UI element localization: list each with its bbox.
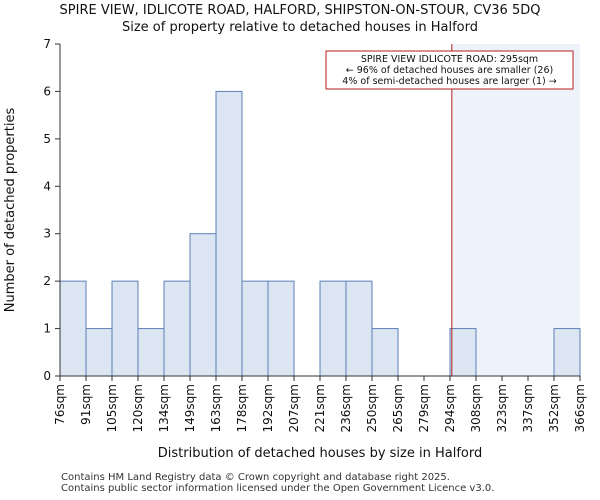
y-axis-label: Number of detached properties <box>3 108 18 313</box>
x-tick-label: 120sqm <box>131 384 145 432</box>
annotation-line-3: 4% of semi-detached houses are larger (1… <box>342 76 556 87</box>
x-tick-label: 294sqm <box>443 384 457 432</box>
y-tick-label: 1 <box>43 322 51 336</box>
x-tick-label: 105sqm <box>105 384 119 432</box>
x-tick-label: 337sqm <box>521 384 535 432</box>
x-tick-label: 76sqm <box>53 384 67 425</box>
annotation-box: SPIRE VIEW IDLICOTE ROAD: 295sqm ← 96% o… <box>325 50 574 90</box>
x-tick-label: 279sqm <box>417 384 431 432</box>
footer-line-2: Contains public sector information licen… <box>61 483 495 494</box>
x-tick-label: 192sqm <box>261 384 275 432</box>
bar-192sqm <box>267 280 295 377</box>
bar-120sqm <box>137 328 165 377</box>
bar-149sqm <box>189 233 217 377</box>
x-tick-label: 265sqm <box>391 384 405 432</box>
chart-subtitle: Size of property relative to detached ho… <box>122 20 478 35</box>
bar-105sqm <box>111 280 139 377</box>
y-tick-label: 3 <box>43 227 51 241</box>
y-tick-label: 2 <box>43 274 51 288</box>
annotation-border <box>325 50 574 90</box>
x-tick-label: 149sqm <box>183 384 197 432</box>
x-tick-label: 163sqm <box>209 384 223 432</box>
x-tick-label: 207sqm <box>287 384 301 432</box>
bar-178sqm <box>241 280 269 377</box>
bar-221sqm <box>319 280 347 377</box>
x-tick-label: 308sqm <box>469 384 483 432</box>
x-tick-label: 250sqm <box>365 384 379 432</box>
y-tick-label: 4 <box>43 179 51 193</box>
x-tick-label: 352sqm <box>547 384 561 432</box>
x-axis-label: Distribution of detached houses by size … <box>158 446 482 461</box>
bar-91sqm <box>85 328 113 377</box>
annotation-line-1: SPIRE VIEW IDLICOTE ROAD: 295sqm <box>361 54 538 65</box>
bar-76sqm <box>59 280 87 377</box>
bar-294sqm <box>449 328 477 377</box>
bar-134sqm <box>163 280 191 377</box>
x-tick-label: 236sqm <box>339 384 353 432</box>
annotation-line-2: ← 96% of detached houses are smaller (26… <box>346 65 553 76</box>
x-tick-label: 366sqm <box>573 384 587 432</box>
x-tick-label: 178sqm <box>235 384 249 432</box>
bar-163sqm <box>215 90 243 377</box>
x-tick-label: 221sqm <box>313 384 327 432</box>
bar-250sqm <box>371 328 399 377</box>
bar-352sqm <box>553 328 581 377</box>
bar-236sqm <box>345 280 373 377</box>
footer-line-1: Contains HM Land Registry data © Crown c… <box>61 472 450 483</box>
x-tick-label: 134sqm <box>157 384 171 432</box>
y-tick-label: 0 <box>43 369 51 383</box>
y-tick-label: 5 <box>43 132 51 146</box>
x-tick-label: 91sqm <box>79 384 93 425</box>
highlight-region <box>451 44 580 376</box>
x-tick-label: 323sqm <box>495 384 509 432</box>
chart-title: SPIRE VIEW, IDLICOTE ROAD, HALFORD, SHIP… <box>60 3 541 18</box>
y-tick-label: 6 <box>43 84 51 98</box>
y-tick-label: 7 <box>43 37 51 51</box>
